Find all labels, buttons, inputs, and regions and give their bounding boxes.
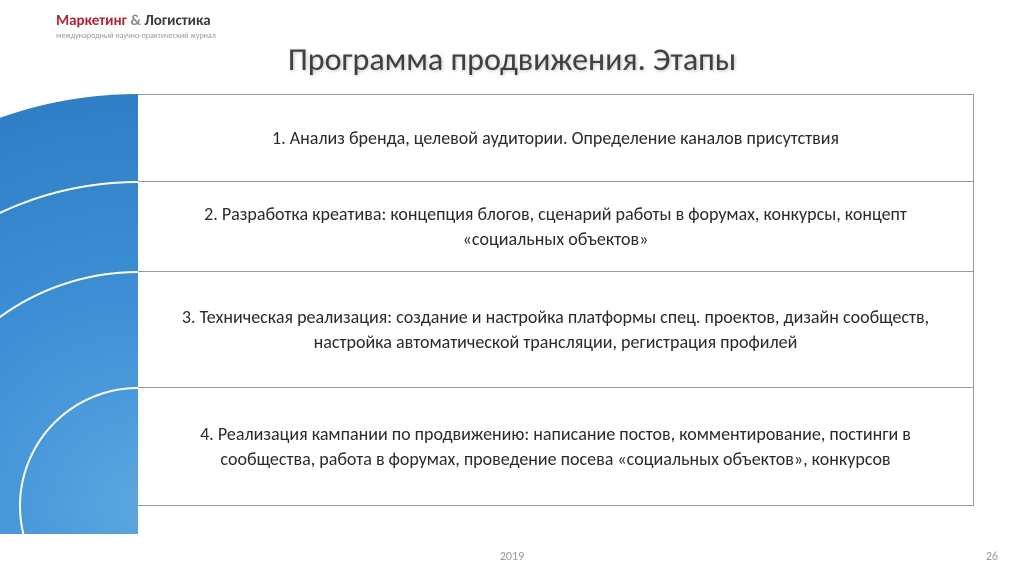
logo-brand-a: Маркетинг (56, 12, 127, 30)
stages-diagram: 1. Анализ бренда, целевой аудитории. Опр… (0, 94, 1024, 534)
footer-page: 26 (986, 550, 998, 564)
stage-text: 1. Анализ бренда, целевой аудитории. Опр… (272, 126, 839, 150)
logo-brand-b: Логистика (144, 12, 210, 30)
stages-list: 1. Анализ бренда, целевой аудитории. Опр… (138, 94, 974, 506)
footer-year: 2019 (0, 550, 1024, 564)
stage-item: 2. Разработка креатива: концепция блогов… (138, 182, 974, 272)
stage-text: 3. Техническая реализация: создание и на… (168, 305, 943, 354)
logo-block: Маркетинг & Логистика международный науч… (56, 12, 216, 41)
stage-item: 4. Реализация кампании по продвижению: н… (138, 388, 974, 506)
stage-item: 1. Анализ бренда, целевой аудитории. Опр… (138, 94, 974, 182)
logo-title: Маркетинг & Логистика (56, 12, 216, 30)
page-title: Программа продвижения. Этапы (0, 40, 1024, 79)
stage-item: 3. Техническая реализация: создание и на… (138, 272, 974, 388)
stage-text: 2. Разработка креатива: концепция блогов… (168, 202, 943, 251)
stage-text: 4. Реализация кампании по продвижению: н… (168, 422, 943, 471)
logo-amp: & (127, 12, 144, 30)
